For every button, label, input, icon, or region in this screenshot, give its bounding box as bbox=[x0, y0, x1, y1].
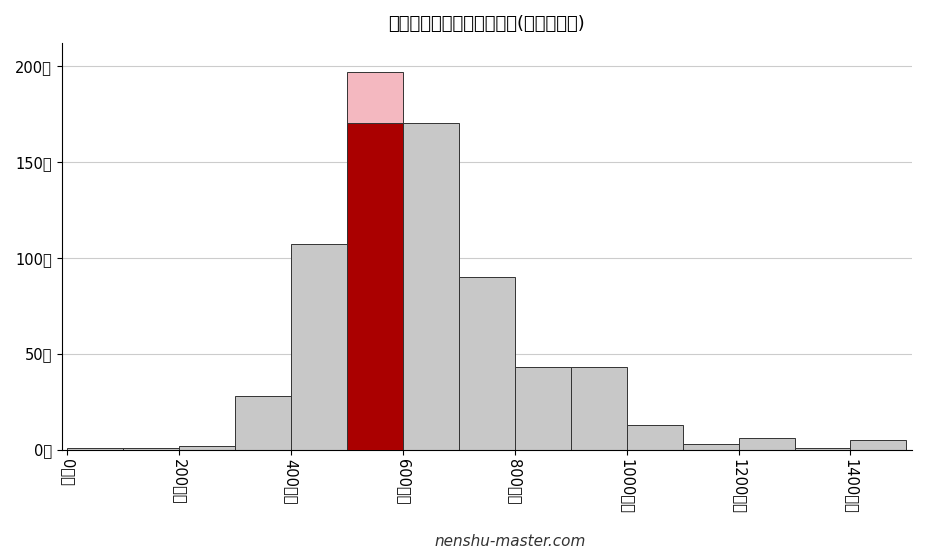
Bar bbox=[403, 124, 459, 449]
Text: nenshu-master.com: nenshu-master.com bbox=[434, 534, 586, 549]
Bar bbox=[347, 124, 403, 449]
Bar bbox=[850, 440, 907, 449]
Bar bbox=[459, 277, 514, 449]
Bar bbox=[235, 396, 291, 449]
Bar bbox=[682, 444, 739, 449]
Bar bbox=[571, 367, 627, 449]
Bar bbox=[123, 448, 179, 449]
Bar bbox=[514, 367, 571, 449]
Title: 杉本商事の年収ポジション(近畔地方内): 杉本商事の年収ポジション(近畔地方内) bbox=[388, 15, 585, 33]
Bar bbox=[347, 72, 403, 449]
Bar bbox=[291, 245, 347, 449]
Bar bbox=[67, 448, 123, 449]
Bar bbox=[794, 448, 850, 449]
Bar bbox=[179, 446, 235, 449]
Bar bbox=[739, 438, 794, 449]
Bar bbox=[627, 424, 682, 449]
